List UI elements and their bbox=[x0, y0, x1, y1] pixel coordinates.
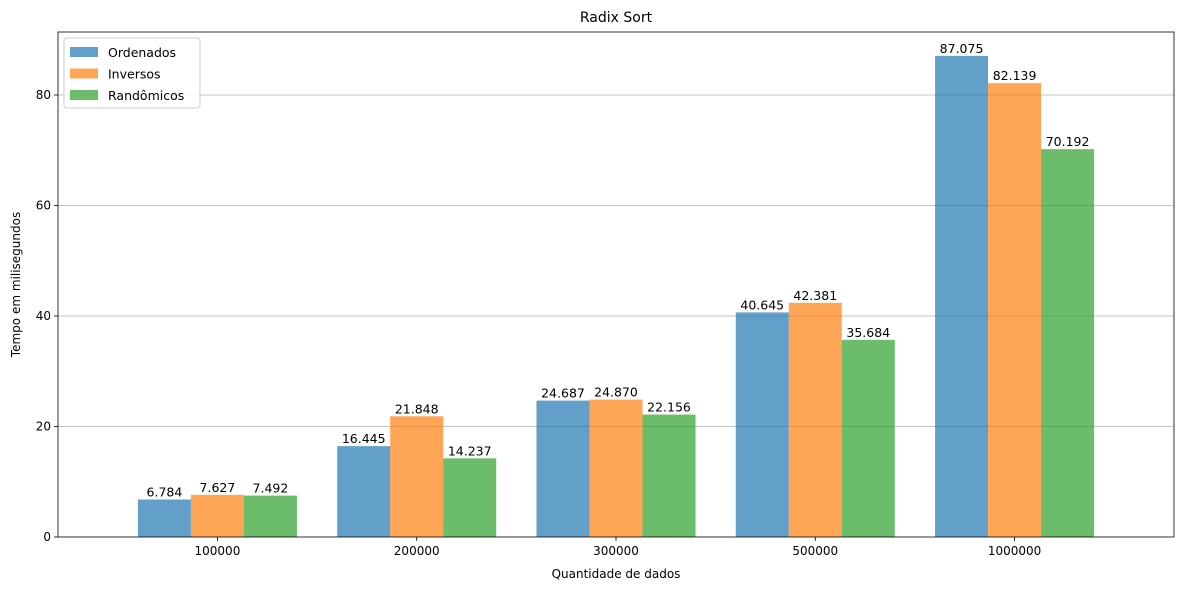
bar bbox=[536, 400, 590, 537]
bar bbox=[1041, 149, 1095, 537]
bar-data-label: 70.192 bbox=[1046, 134, 1090, 149]
x-axis: 100000 200000 300000 500000 1000000 bbox=[195, 537, 1041, 558]
bar-data-label: 6.784 bbox=[147, 485, 183, 500]
bar-data-label: 24.687 bbox=[541, 386, 585, 401]
bar bbox=[137, 499, 191, 537]
y-tick-label: 60 bbox=[36, 198, 51, 212]
x-tick-label: 200000 bbox=[394, 544, 440, 558]
legend-swatch bbox=[70, 90, 98, 100]
bar-data-label: 24.870 bbox=[594, 385, 638, 400]
chart-title: Radix Sort bbox=[580, 10, 653, 26]
bar bbox=[337, 446, 391, 537]
bar bbox=[190, 494, 244, 537]
y-axis-label: Tempo em milisegundos bbox=[9, 212, 23, 358]
bar bbox=[788, 302, 842, 537]
y-tick-label: 20 bbox=[36, 419, 51, 433]
bar-data-label: 21.848 bbox=[395, 401, 439, 416]
bar bbox=[935, 55, 989, 538]
bar-data-label: 82.139 bbox=[993, 68, 1037, 83]
bar bbox=[642, 414, 696, 537]
bar-data-label: 7.492 bbox=[253, 481, 289, 496]
bar bbox=[243, 495, 297, 537]
legend-label: Ordenados bbox=[108, 45, 176, 60]
bar-data-label: 87.075 bbox=[940, 41, 984, 56]
x-tick-label: 100000 bbox=[195, 544, 241, 558]
x-tick-label: 300000 bbox=[593, 544, 639, 558]
y-tick-label: 80 bbox=[36, 88, 51, 102]
x-tick-label: 1000000 bbox=[988, 544, 1041, 558]
bar bbox=[735, 312, 789, 537]
bar bbox=[589, 399, 643, 537]
y-tick-label: 40 bbox=[36, 309, 51, 323]
bar bbox=[841, 339, 895, 537]
x-tick-label: 500000 bbox=[792, 544, 838, 558]
bar-data-label: 22.156 bbox=[647, 400, 691, 415]
bar-data-label: 42.381 bbox=[793, 288, 837, 303]
legend-label: Inversos bbox=[108, 67, 161, 82]
bar bbox=[988, 83, 1042, 537]
bar-data-label: 7.627 bbox=[200, 480, 236, 495]
x-axis-label: Quantidade de dados bbox=[552, 567, 681, 581]
bars bbox=[137, 55, 1095, 538]
bar-data-label: 40.645 bbox=[740, 297, 784, 312]
legend: Ordenados Inversos Randômicos bbox=[63, 37, 201, 109]
bar-data-label: 14.237 bbox=[448, 443, 492, 458]
y-tick-label: 0 bbox=[43, 530, 51, 544]
legend-swatch bbox=[70, 47, 98, 57]
legend-label: Randômicos bbox=[108, 88, 184, 103]
legend-swatch bbox=[70, 68, 98, 79]
bar-data-label: 35.684 bbox=[846, 325, 890, 340]
bar bbox=[390, 416, 444, 537]
bar-data-labels: 6.784 7.627 7.492 16.445 21.848 14.237 24.687 2… bbox=[147, 41, 1090, 500]
y-axis: 0 20 40 60 80 bbox=[36, 88, 58, 544]
bar bbox=[443, 458, 497, 537]
bar-data-label: 16.445 bbox=[342, 431, 386, 446]
